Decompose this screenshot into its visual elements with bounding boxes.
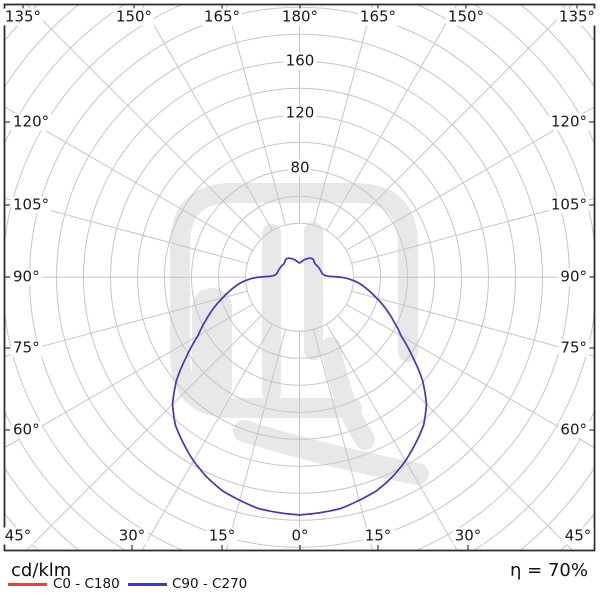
curve-c90-c270 bbox=[171, 257, 428, 516]
grid-spoke bbox=[141, 4, 273, 231]
grid-spoke bbox=[225, 329, 287, 551]
angle-label-right: 90° bbox=[558, 267, 589, 286]
grid-spoke bbox=[326, 4, 458, 231]
grid-spoke bbox=[4, 106, 253, 251]
ring-value-label: 120 bbox=[283, 103, 317, 122]
grid-spoke bbox=[351, 197, 595, 264]
angle-label-top: 165° bbox=[201, 7, 243, 26]
angle-label-right: 105° bbox=[548, 195, 589, 214]
grid-spoke bbox=[312, 4, 374, 226]
brand-watermark bbox=[170, 183, 429, 485]
angle-label-left: 60° bbox=[11, 420, 42, 439]
grid-spoke bbox=[4, 290, 248, 357]
angle-label-right: 120° bbox=[548, 112, 589, 131]
angle-label-left: 105° bbox=[11, 195, 52, 214]
grid-spoke bbox=[141, 323, 273, 551]
angle-label-left: 75° bbox=[11, 338, 42, 357]
ring-value-label: 80 bbox=[288, 158, 312, 177]
angle-label-right: 75° bbox=[558, 338, 589, 357]
ring-value-label: 160 bbox=[283, 51, 317, 70]
grid-spoke bbox=[326, 323, 458, 551]
angle-label-top: 150° bbox=[445, 7, 487, 26]
angle-label-top: 135° bbox=[556, 7, 598, 26]
intensity-curves bbox=[171, 257, 428, 516]
watermark-finger-right bbox=[304, 222, 323, 360]
angle-label-bottom: 30° bbox=[116, 526, 148, 545]
angle-label-left: 120° bbox=[11, 112, 52, 131]
angle-label-top: 150° bbox=[113, 7, 155, 26]
grid-spoke bbox=[312, 329, 374, 551]
angle-label-top: 165° bbox=[357, 7, 399, 26]
angle-label-bottom: 0° bbox=[289, 526, 311, 545]
angle-label-bottom: 15° bbox=[362, 526, 394, 545]
angle-label-bottom: 45° bbox=[562, 526, 594, 545]
angle-label-bottom: 15° bbox=[206, 526, 238, 545]
angle-label-top: 180° bbox=[279, 7, 321, 26]
angle-ticks bbox=[4, 4, 595, 551]
grid-spoke bbox=[4, 197, 248, 264]
angle-label-left: 90° bbox=[11, 267, 42, 286]
grid-spoke bbox=[346, 106, 595, 251]
angle-label-bottom: 30° bbox=[452, 526, 484, 545]
angle-label-right: 60° bbox=[558, 420, 589, 439]
unit-label: cd/klm bbox=[11, 560, 72, 581]
light-output-ratio-label: η = 70% bbox=[510, 560, 588, 581]
grid-spoke bbox=[351, 290, 595, 357]
watermark-finger-left bbox=[262, 224, 281, 402]
legend-line-c90-c270 bbox=[128, 583, 167, 586]
watermark-tail-diagonal bbox=[321, 337, 375, 450]
legend-label-c0-c180: C0 - C180 bbox=[53, 576, 120, 592]
legend-line-c0-c180 bbox=[8, 583, 47, 586]
angle-label-bottom: 45° bbox=[2, 526, 34, 545]
angle-label-top: 135° bbox=[2, 7, 44, 26]
watermark-tail-swoosh bbox=[233, 420, 429, 485]
grid-spoke bbox=[25, 315, 262, 551]
watermark-thumb bbox=[192, 288, 232, 406]
grid-spoke bbox=[337, 315, 574, 551]
grid-spoke bbox=[225, 4, 287, 226]
legend-label-c90-c270: C90 - C270 bbox=[172, 576, 248, 592]
